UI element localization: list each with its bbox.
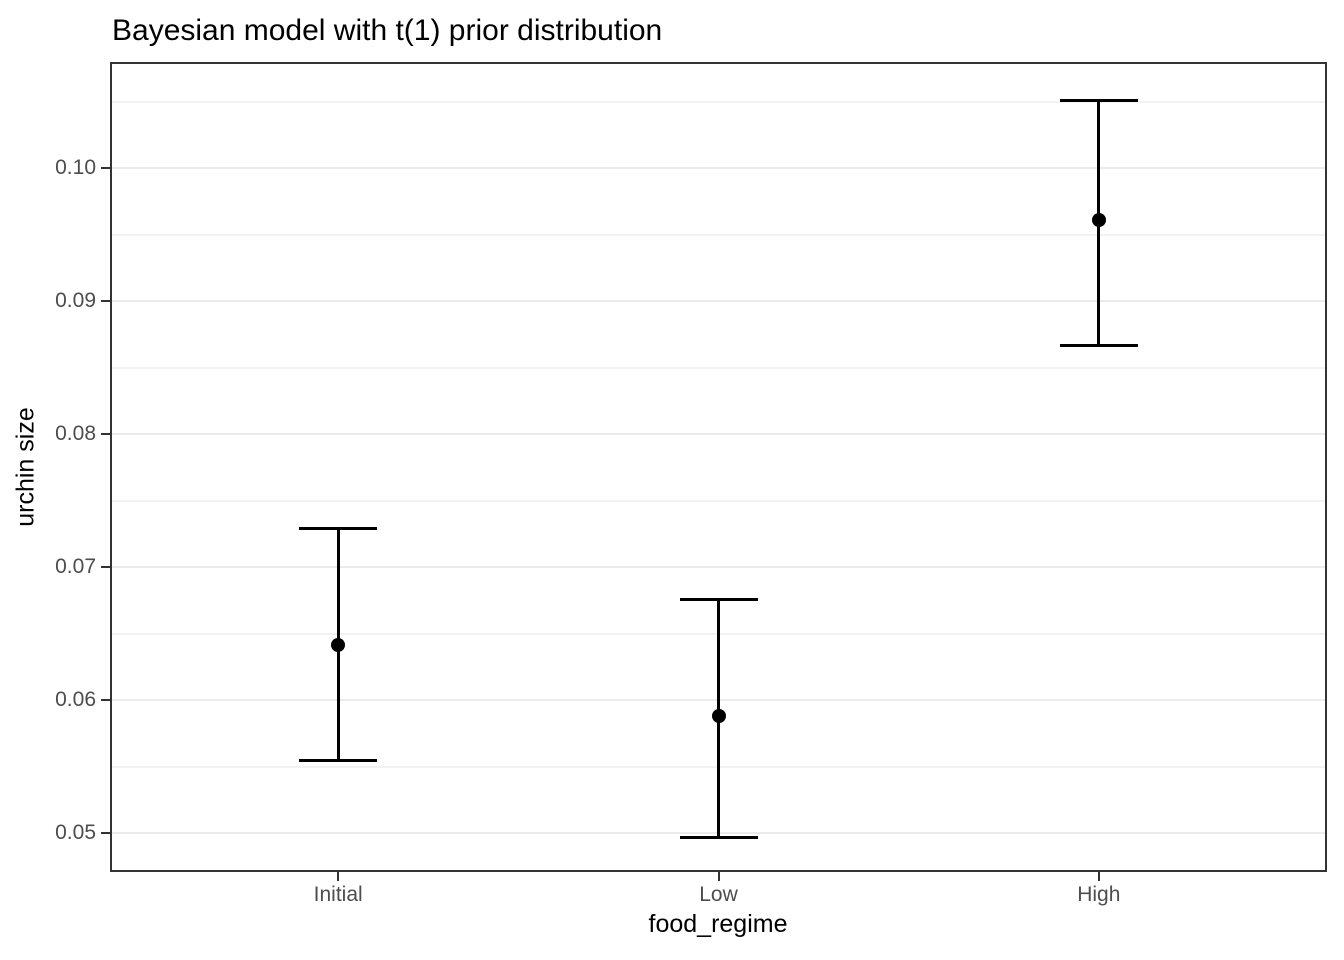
y-axis-tick-label: 0.07 [55, 555, 96, 579]
gridline-major [110, 300, 1327, 303]
y-axis-tick-label: 0.10 [55, 156, 96, 180]
gridline-minor [110, 500, 1327, 502]
y-axis-tick-mark [101, 832, 110, 835]
gridline-major [110, 566, 1327, 569]
errorbar-cap-lower [679, 835, 758, 839]
errorbar-cap-upper [679, 597, 758, 601]
x-axis-tick-label: Low [699, 883, 738, 906]
x-axis-tick-mark [1097, 872, 1100, 881]
y-axis-tick-label: 0.08 [55, 422, 96, 446]
gridline-minor [110, 367, 1327, 369]
x-axis-tick-mark [717, 872, 720, 881]
x-axis-title: food_regime [648, 910, 788, 938]
y-axis-tick-label: 0.09 [55, 289, 96, 313]
estimate-point [331, 637, 346, 652]
y-axis-tick-mark [101, 167, 110, 170]
errorbar-cap-upper [299, 527, 378, 531]
gridline-minor [110, 234, 1327, 236]
y-axis-tick-label: 0.06 [55, 688, 96, 712]
x-axis-tick-label: Initial [313, 883, 363, 906]
x-axis-tick-label: High [1077, 883, 1121, 906]
y-axis-tick-label: 0.05 [55, 821, 96, 845]
y-axis-tick-mark [101, 699, 110, 702]
estimate-point [711, 709, 726, 724]
chart-title: Bayesian model with t(1) prior distribut… [112, 14, 663, 47]
gridline-major [110, 167, 1327, 170]
y-axis-tick-mark [101, 433, 110, 436]
gridline-minor [110, 101, 1327, 103]
x-axis-tick-mark [337, 872, 340, 881]
estimate-point [1091, 213, 1106, 228]
y-axis-tick-mark [101, 566, 110, 569]
errorbar-cap-lower [1059, 343, 1138, 347]
gridline-major [110, 433, 1327, 436]
plot-panel [110, 62, 1327, 872]
y-axis-tick-mark [101, 300, 110, 303]
errorbar-cap-upper [1059, 99, 1138, 103]
errorbar-cap-lower [299, 758, 378, 762]
